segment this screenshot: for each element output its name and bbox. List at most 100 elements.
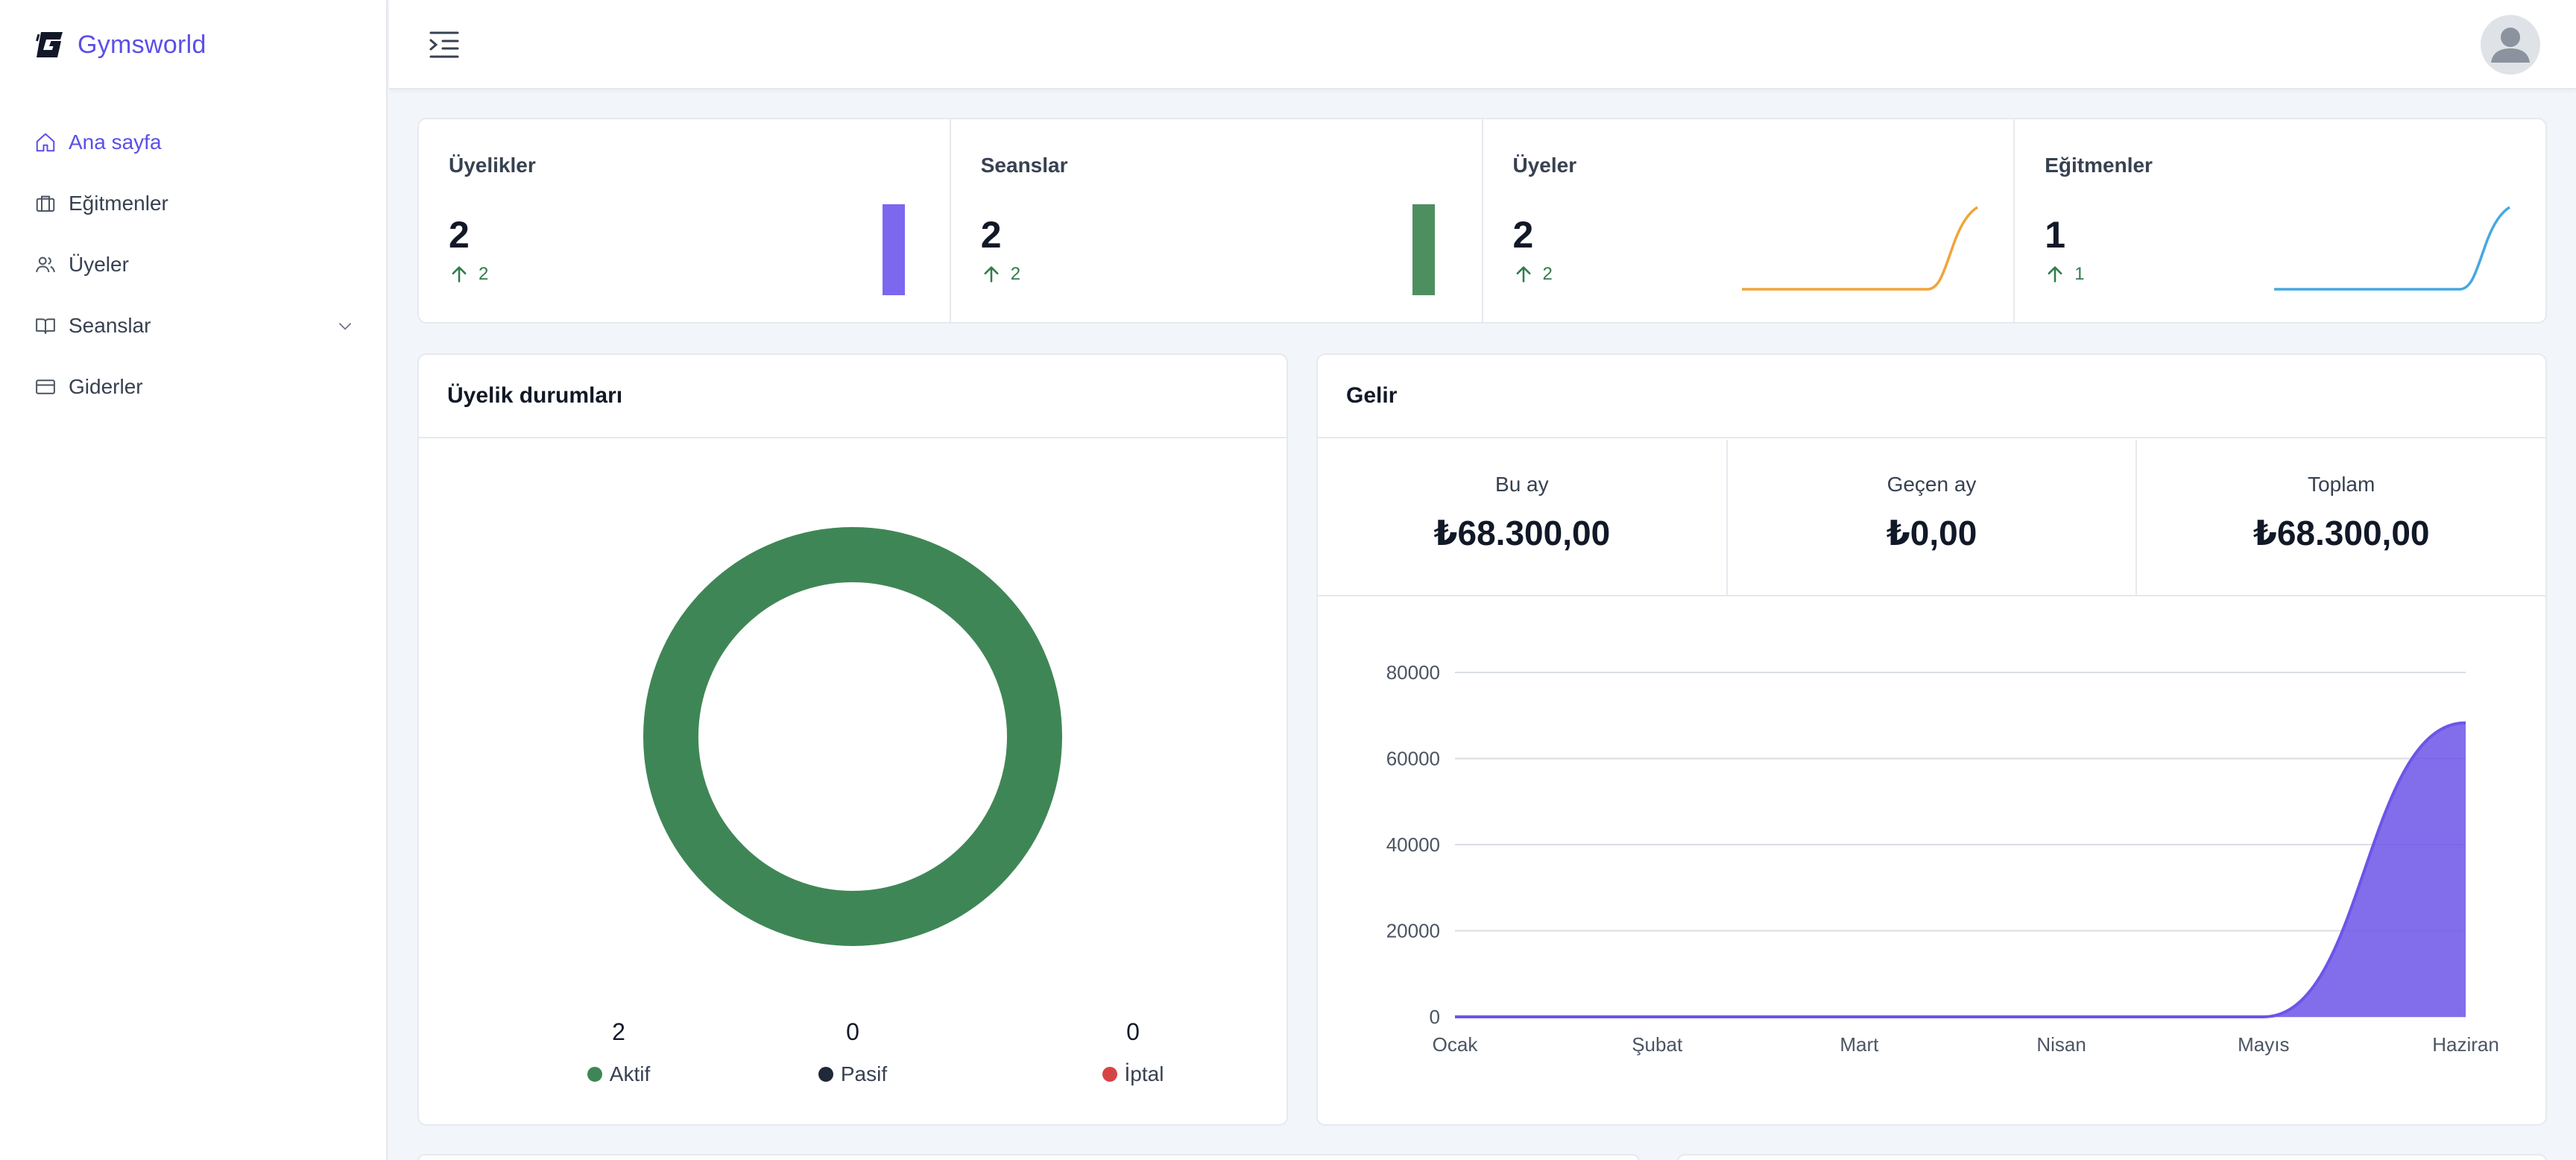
kpi-label: Geçen ay xyxy=(1887,473,1977,496)
sidebar-item-label: Eğitmenler xyxy=(69,192,168,215)
chevron-down-icon[interactable] xyxy=(335,316,355,335)
brand-name: Gymsworld xyxy=(78,30,206,59)
x-tick-label: Ocak xyxy=(1433,1033,1479,1056)
stat-trend: 2 xyxy=(1513,264,1553,285)
legend-value: 2 xyxy=(612,1018,625,1045)
membership-status-panel: Üyelik durumları 2 Aktif 0 Pasif 0 İptal xyxy=(417,353,1288,1126)
arrow-up-icon xyxy=(984,266,999,283)
kpi-total: Toplam ₺68.300,00 xyxy=(2137,440,2545,595)
top-header xyxy=(389,0,2576,89)
arrow-up-icon xyxy=(2048,266,2062,283)
stat-title: Üyelikler xyxy=(449,154,536,177)
panel-title: Gelir xyxy=(1346,383,1398,408)
x-tick-label: Haziran xyxy=(2432,1033,2499,1056)
stats-row: Üyelikler 2 2 Seanslar 2 2 Üyeler 2 2 Eğ… xyxy=(417,118,2547,324)
sidebar-item-label: Giderler xyxy=(69,375,143,398)
sidebar-item-sessions[interactable]: Seanslar xyxy=(34,295,355,356)
sparkline xyxy=(1742,206,1979,291)
sidebar-item-members[interactable]: Üyeler xyxy=(34,234,355,295)
gymsworld-logo-icon xyxy=(36,32,63,57)
sidebar-item-label: Ana sayfa xyxy=(69,130,162,154)
brand[interactable]: Gymsworld xyxy=(34,27,206,63)
income-kpis: Bu ay ₺68.300,00 Geçen ay ₺0,00 Toplam ₺… xyxy=(1318,440,2545,596)
stat-title: Seanslar xyxy=(980,154,1068,177)
stat-delta: 1 xyxy=(2074,264,2085,284)
x-tick-label: Mart xyxy=(1840,1033,1879,1056)
legend-item-aktif[interactable]: 2 Aktif xyxy=(544,1018,693,1086)
x-tick-label: Nisan xyxy=(2036,1033,2086,1056)
legend-text: Pasif xyxy=(840,1062,888,1085)
stat-card-memberships: Üyelikler 2 2 xyxy=(419,119,951,322)
panel-title: Üyelik durumları xyxy=(447,383,623,408)
stat-bar xyxy=(1412,204,1435,295)
sidebar-nav: Ana sayfa Eğitmenler Üyeler Seanslar xyxy=(34,112,355,417)
stat-trend: 1 xyxy=(2045,264,2085,285)
stat-trend: 2 xyxy=(449,264,488,285)
menu-indent-icon[interactable] xyxy=(426,27,462,63)
sparkline xyxy=(2274,206,2510,291)
kpi-value: ₺68.300,00 xyxy=(2253,514,2430,552)
y-tick-label: 20000 xyxy=(1386,920,1440,942)
legend-label: Aktif xyxy=(544,1062,693,1086)
user-avatar[interactable] xyxy=(2481,15,2540,75)
kpi-this-month: Bu ay ₺68.300,00 xyxy=(1318,440,1728,595)
kpi-label: Toplam xyxy=(2308,473,2375,496)
legend-item-pasif[interactable]: 0 Pasif xyxy=(778,1018,927,1086)
stat-value: 2 xyxy=(449,214,470,256)
stat-title: Eğitmenler xyxy=(2045,154,2153,177)
y-tick-label: 0 xyxy=(1430,1006,1440,1028)
membership-donut-chart xyxy=(643,527,1062,946)
stat-trend: 2 xyxy=(981,264,1020,285)
stat-title: Üyeler xyxy=(1512,154,1577,177)
x-tick-label: Mayıs xyxy=(2238,1033,2289,1056)
legend-text: Aktif xyxy=(609,1062,651,1085)
y-tick-label: 40000 xyxy=(1386,833,1440,856)
sidebar: Gymsworld Ana sayfa Eğitmenler Üyeler xyxy=(0,0,388,1160)
sidebar-item-label: Seanslar xyxy=(69,314,151,337)
stat-card-members: Üyeler 2 2 xyxy=(1483,119,2015,322)
book-icon xyxy=(36,318,55,334)
stat-card-trainers: Eğitmenler 1 1 xyxy=(2015,119,2545,322)
legend-label: Pasif xyxy=(778,1062,927,1086)
legend-label: İptal xyxy=(1058,1062,1208,1086)
x-tick-label: Şubat xyxy=(1632,1033,1683,1056)
income-area-chart: 0 20000 40000 60000 80000 Ocak Şubat Mart Nisan M… xyxy=(1386,661,2499,1056)
sidebar-item-trainers[interactable]: Eğitmenler xyxy=(34,173,355,234)
kpi-last-month: Geçen ay ₺0,00 xyxy=(1728,440,2138,595)
stat-delta: 2 xyxy=(1542,264,1553,284)
income-panel: Gelir Bu ay ₺68.300,00 Geçen ay ₺0,00 To… xyxy=(1316,353,2547,1126)
sidebar-item-label: Üyeler xyxy=(69,253,129,276)
users-icon xyxy=(36,256,55,273)
donut-slice[interactable] xyxy=(643,527,1062,946)
sidebar-item-expenses[interactable]: Giderler xyxy=(34,356,355,417)
legend-text: İptal xyxy=(1124,1062,1164,1085)
legend-dot xyxy=(587,1067,602,1082)
bottom-card xyxy=(417,1154,1640,1160)
y-tick-label: 80000 xyxy=(1386,661,1440,684)
bottom-card xyxy=(1677,1154,2547,1160)
arrow-up-icon xyxy=(1516,266,1530,283)
credit-card-icon xyxy=(36,379,55,394)
y-tick-label: 60000 xyxy=(1386,748,1440,770)
stat-delta: 2 xyxy=(1010,264,1021,284)
legend-value: 0 xyxy=(846,1018,859,1045)
home-icon xyxy=(36,133,55,152)
panel-header: Üyelik durumları xyxy=(419,355,1287,438)
kpi-label: Bu ay xyxy=(1495,473,1549,496)
briefcase-icon xyxy=(36,195,55,212)
sidebar-item-home[interactable]: Ana sayfa xyxy=(34,112,355,173)
stat-value: 2 xyxy=(1512,214,1534,256)
legend-dot xyxy=(818,1067,833,1082)
panel-header: Gelir xyxy=(1318,355,2545,438)
series-line xyxy=(1455,721,2466,1018)
user-avatar-icon xyxy=(2491,28,2530,63)
stat-value: 2 xyxy=(980,214,1002,256)
stat-card-sessions: Seanslar 2 2 xyxy=(951,119,1483,322)
legend-dot xyxy=(1102,1067,1117,1082)
arrow-up-icon xyxy=(452,266,467,283)
area-fill xyxy=(1455,722,2466,1017)
stat-delta: 2 xyxy=(479,264,489,284)
kpi-value: ₺0,00 xyxy=(1886,514,1977,552)
legend-item-iptal[interactable]: 0 İptal xyxy=(1058,1018,1208,1086)
kpi-value: ₺68.300,00 xyxy=(1433,514,1611,552)
